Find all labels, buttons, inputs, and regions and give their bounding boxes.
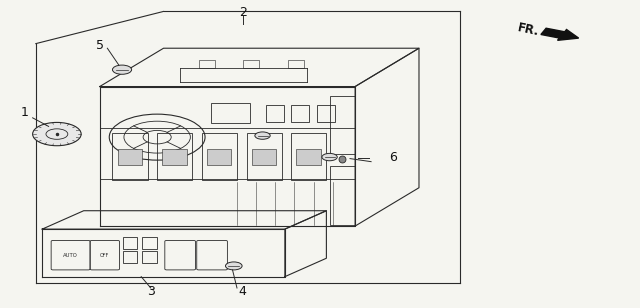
Text: 1: 1	[21, 106, 29, 119]
Bar	[291, 105, 309, 122]
Circle shape	[33, 122, 81, 146]
Bar	[124, 237, 138, 249]
Text: OFF: OFF	[100, 253, 109, 258]
Bar	[330, 166, 355, 225]
Bar	[246, 132, 282, 180]
Text: AUTO: AUTO	[63, 253, 77, 258]
Bar	[113, 132, 148, 180]
Circle shape	[113, 65, 132, 74]
Bar	[202, 132, 237, 180]
Bar	[252, 149, 276, 165]
Bar	[211, 103, 250, 123]
Bar	[163, 149, 186, 165]
Text: 4: 4	[238, 285, 246, 298]
Bar	[143, 237, 157, 249]
Bar	[207, 149, 231, 165]
Bar	[291, 132, 326, 180]
Circle shape	[322, 153, 337, 161]
Bar	[124, 251, 138, 263]
Bar	[330, 96, 355, 154]
Bar	[198, 60, 214, 68]
Bar	[157, 132, 192, 180]
Bar	[266, 105, 284, 122]
FancyArrow shape	[541, 28, 579, 40]
Circle shape	[225, 262, 242, 270]
Bar	[143, 251, 157, 263]
Bar	[296, 149, 321, 165]
Text: 2: 2	[239, 6, 247, 19]
Circle shape	[255, 132, 270, 139]
Bar	[118, 149, 142, 165]
Text: 6: 6	[390, 151, 397, 164]
Text: FR.: FR.	[516, 21, 540, 38]
Bar	[243, 60, 259, 68]
Text: 5: 5	[95, 38, 104, 52]
Bar	[288, 60, 304, 68]
Bar	[317, 105, 335, 122]
Text: 3: 3	[147, 285, 155, 298]
